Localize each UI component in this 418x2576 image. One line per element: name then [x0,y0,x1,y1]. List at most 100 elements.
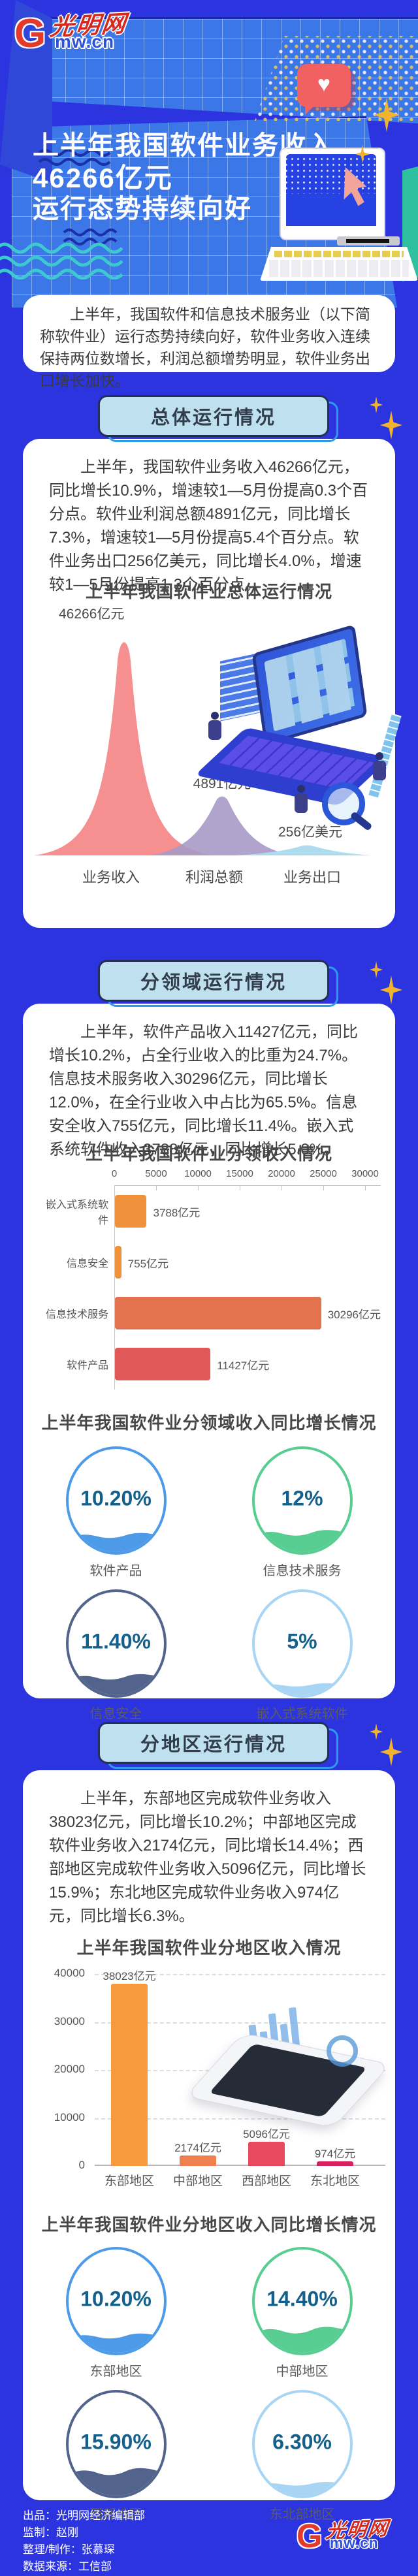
gmw-logo-g: G [297,2518,323,2555]
section-header-overall: 总体运行情况 [0,395,418,442]
footer-credits: 出品：光明网经济编辑部 监制：赵刚 整理/制作：张慕琛 数据来源：工信部 [23,2507,145,2575]
bar-value-label: 5096亿元 [243,2127,290,2140]
x-axis-tick: 25000 [310,1168,337,1179]
gauge-percentage: 14.40% [266,2287,338,2311]
region-card: 上半年，东部地区完成软件业务收入38023亿元，同比增长10.2%；中部地区完成… [23,1770,395,2522]
heart-message-icon: ♥ [297,64,351,115]
gauge-percentage: 10.20% [80,2287,152,2311]
bar-row: 信息安全 755亿元 [67,1237,381,1288]
hero-header: G 光明网 mw.cn ♥ 上半年我国软件业务收入 46266亿元 运行态势持续… [0,0,418,308]
gauge-label: 西部地区 [89,2507,142,2522]
region-growth-gauges: 10.20% 东部地区 14.40% 中部地区 15.90% 西部地区 6.30% 东北部地区 [23,2247,395,2522]
laptop-keyboard [260,247,418,281]
peak-category-export: 业务出口 [283,869,341,885]
gauge-liquid-fill [68,2332,164,2353]
intro-card: 上半年，我国软件和信息技术服务业（以下简称软件业）运行态势持续向好，软件业务收入… [23,295,395,389]
field-bar-chart-title: 上半年我国软件业分领收入情况 [85,1144,332,1164]
growth-gauge-嵌入式系统软件: 5% 嵌入式系统软件 [251,1589,353,1722]
gmw-logo: G 光明网 mw.cn [14,8,145,56]
x-axis-tick: 30000 [351,1168,379,1179]
gauge-liquid-fill [254,2325,350,2353]
bar-category-label: 东北地区 [310,2174,361,2188]
gauge-label: 信息安全 [89,1707,142,1721]
gauge-liquid-fill [254,2481,350,2496]
y-axis-tick: 0 [78,2159,85,2171]
bar-value-label: 755亿元 [127,1257,169,1270]
region-paragraph: 上半年，东部地区完成软件业务收入38023亿元，同比增长10.2%；中部地区完成… [49,1790,366,1925]
gauge-liquid-fill [254,1528,350,1552]
gauge-circle: 10.20% [65,2247,167,2355]
overall-chart-title: 上半年我国软件业总体运行情况 [85,582,332,601]
x-axis-baseline [95,2165,385,2166]
section-title-overall: 总体运行情况 [98,395,329,437]
gauge-circle: 6.30% [251,2390,353,2498]
laptop-screen [280,148,385,240]
overall-paragraph: 上半年，我国软件业务收入46266亿元，同比增长10.9%，增速较1—5月份提高… [49,458,368,594]
phone-body [185,2032,391,2129]
bar-value-label: 2174亿元 [174,2142,221,2155]
x-axis-tick: 5000 [145,1168,167,1179]
sparkle-icon-large [380,411,402,439]
growth-gauge-软件产品: 10.20% 软件产品 [65,1446,167,1579]
gauge-percentage: 6.30% [272,2430,332,2454]
gauge-label: 东北部地区 [269,2507,335,2522]
gauge-label: 嵌入式系统软件 [256,1707,348,1721]
gridline [95,2118,385,2120]
bar-东北地区 [317,2161,353,2166]
gauge-percentage: 10.20% [80,1486,152,1510]
growth-gauge-东北部地区: 6.30% 东北部地区 [251,2390,353,2522]
x-axis-tick: 0 [111,1168,118,1179]
laptop-illustration [260,148,418,285]
overall-card: 上半年，我国软件业务收入46266亿元，同比增长10.9%，增速较1—5月份提高… [23,439,402,928]
sparkle-icon-small [370,961,383,978]
sparkle-icon-small [370,1723,383,1740]
person-figure [295,785,308,814]
phone-gauge-ring [327,2035,358,2067]
footer-line-producer: 出品：光明网经济编辑部 [23,2509,145,2522]
gauge-liquid-fill [68,1531,164,1552]
bar-category-label: 信息技术服务 [45,1309,108,1320]
monitor-shape [251,624,368,746]
gauge-liquid-fill [68,1672,164,1695]
bar-category-label: 中部地区 [172,2174,223,2188]
growth-gauge-中部地区: 14.40% 中部地区 [251,2247,353,2379]
bar-value-label: 30296亿元 [327,1308,381,1321]
gauge-circle: 5% [251,1589,353,1698]
gmw-logo-domain: mw.cn [329,2534,379,2551]
gauge-liquid-fill [254,1682,350,1695]
bar-rows: 嵌入式系统软件 3788亿元 信息安全 755亿元 信息技术服务 30296亿元 软件产品 1… [46,1186,381,1390]
footer-line-editor: 整理/制作：张慕琛 [23,2543,115,2556]
gauge-label: 软件产品 [89,1564,142,1578]
x-axis-tick-mark [365,1186,366,1190]
plot-area: 38023亿元 东部地区 2174亿元 中部地区 5096亿元 西部地区 974亿元 东北地区 [95,1970,391,2188]
region-bar-chart-title: 上半年我国软件业分地区收入情况 [76,1938,342,1958]
gauge-circle: 10.20% [65,1446,167,1555]
field-card: 上半年，软件产品收入11427亿元，同比增长10.2%，占全行业收入的比重为24… [23,1004,395,1721]
peak-value-revenue: 46266亿元 [59,607,125,622]
intro-text: 上半年，我国软件和信息技术服务业（以下简称软件业）运行态势持续向好，软件业务收入… [40,306,370,389]
bar-东部地区 [111,1983,148,2166]
section-header-field: 分领域运行情况 [0,960,418,1007]
field-income-bar-chart: 0 5000 10000 15000 20000 25000 30000 嵌入式系统软件 37… [37,1168,381,1394]
footer-line-source: 数据来源：工信部 [23,2560,112,2573]
monitor-tiles [264,638,355,732]
growth-gauge-信息安全: 11.40% 信息安全 [65,1589,167,1722]
y-axis-tick: 30000 [54,2014,85,2027]
teal-waves [0,242,123,279]
x-axis-tick-mark [198,1186,199,1190]
peak-category-revenue: 业务收入 [82,869,140,885]
x-axis-tick-mark [156,1186,157,1190]
y-axis-tick: 10000 [54,2110,85,2123]
peaks-shape [34,642,372,855]
growth-gauge-东部地区: 10.20% 东部地区 [65,2247,167,2379]
person-figure [373,752,386,781]
bar-信息安全 [115,1246,121,1279]
gauge-label: 中部地区 [276,2364,329,2379]
hero-title-line3: 运行态势持续向好 [33,195,252,223]
x-axis-tick-mark [281,1186,282,1190]
bar-嵌入式系统软件 [115,1195,147,1228]
peak-category-profit: 利润总额 [185,869,243,885]
growth-gauge-信息技术服务: 12% 信息技术服务 [251,1446,353,1579]
keyboard-keys [219,735,375,790]
